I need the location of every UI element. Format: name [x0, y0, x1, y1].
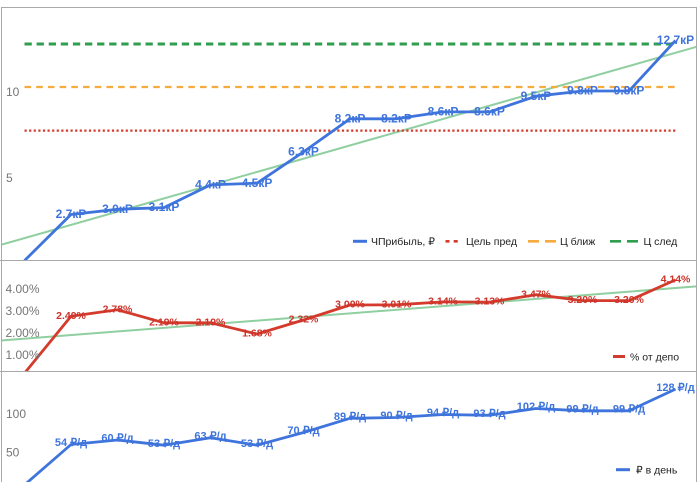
svg-text:9.5кР: 9.5кР — [521, 89, 552, 103]
svg-text:4.4кР: 4.4кР — [195, 178, 226, 192]
svg-text:₽ в день: ₽ в день — [636, 465, 678, 477]
svg-text:1.68%: 1.68% — [242, 328, 272, 340]
svg-text:100: 100 — [6, 407, 26, 421]
svg-text:Ц ближ: Ц ближ — [560, 236, 595, 248]
svg-text:70 ₽/д: 70 ₽/д — [287, 425, 319, 437]
svg-text:3.13%: 3.13% — [475, 296, 505, 308]
svg-text:53 ₽/д: 53 ₽/д — [148, 438, 180, 450]
svg-text:128 ₽/д: 128 ₽/д — [656, 382, 694, 394]
svg-text:3.47%: 3.47% — [521, 288, 551, 300]
svg-text:3.0кР: 3.0кР — [102, 202, 133, 216]
svg-text:53 ₽/д: 53 ₽/д — [241, 438, 273, 450]
svg-text:4.00%: 4.00% — [6, 282, 40, 296]
svg-text:2.78%: 2.78% — [103, 303, 133, 315]
svg-text:2.19%: 2.19% — [196, 316, 226, 328]
svg-text:ЧПрибыль, ₽: ЧПрибыль, ₽ — [371, 236, 435, 248]
svg-text:Цель пред: Цель пред — [466, 236, 517, 248]
svg-text:9.8кР: 9.8кР — [567, 84, 598, 98]
svg-text:4.14%: 4.14% — [661, 274, 691, 286]
svg-text:12.7кР: 12.7кР — [657, 33, 694, 47]
svg-text:% от депо: % от депо — [630, 351, 679, 363]
svg-text:3.20%: 3.20% — [614, 294, 644, 306]
svg-text:1.00%: 1.00% — [6, 348, 40, 362]
svg-text:8.6кР: 8.6кР — [474, 104, 505, 118]
svg-text:10: 10 — [6, 85, 20, 99]
svg-text:89 ₽/д: 89 ₽/д — [334, 411, 366, 423]
svg-text:Ц след: Ц след — [644, 236, 678, 248]
svg-text:9.8кР: 9.8кР — [614, 84, 645, 98]
svg-text:3.00%: 3.00% — [6, 304, 40, 318]
svg-text:50: 50 — [6, 445, 20, 459]
svg-text:54 ₽/д: 54 ₽/д — [55, 437, 87, 449]
svg-text:3.00%: 3.00% — [335, 299, 365, 311]
svg-text:3.14%: 3.14% — [428, 296, 458, 308]
svg-text:99 ₽/д: 99 ₽/д — [566, 404, 598, 416]
svg-text:2.7кР: 2.7кР — [56, 207, 87, 221]
svg-text:3.1кР: 3.1кР — [149, 200, 180, 214]
svg-text:93 ₽/д: 93 ₽/д — [473, 408, 505, 420]
svg-text:102 ₽/д: 102 ₽/д — [517, 401, 555, 413]
svg-text:3.01%: 3.01% — [382, 298, 412, 310]
svg-text:2.00%: 2.00% — [6, 326, 40, 340]
svg-text:2.32%: 2.32% — [289, 314, 319, 326]
svg-text:4.5кР: 4.5кР — [242, 176, 273, 190]
svg-text:99 ₽/д: 99 ₽/д — [613, 404, 645, 416]
svg-text:60 ₽/д: 60 ₽/д — [101, 433, 133, 445]
svg-text:90 ₽/д: 90 ₽/д — [380, 410, 412, 422]
svg-text:5: 5 — [6, 171, 13, 185]
svg-text:3.20%: 3.20% — [568, 294, 598, 306]
svg-text:8.2кР: 8.2кР — [381, 111, 412, 125]
svg-text:6.3кР: 6.3кР — [288, 144, 319, 158]
svg-text:2.19%: 2.19% — [149, 316, 179, 328]
svg-text:8.6кР: 8.6кР — [428, 104, 459, 118]
svg-text:2.49%: 2.49% — [56, 310, 86, 322]
svg-text:94 ₽/д: 94 ₽/д — [427, 407, 459, 419]
svg-text:63 ₽/д: 63 ₽/д — [194, 430, 226, 442]
svg-text:8.2кР: 8.2кР — [335, 111, 366, 125]
